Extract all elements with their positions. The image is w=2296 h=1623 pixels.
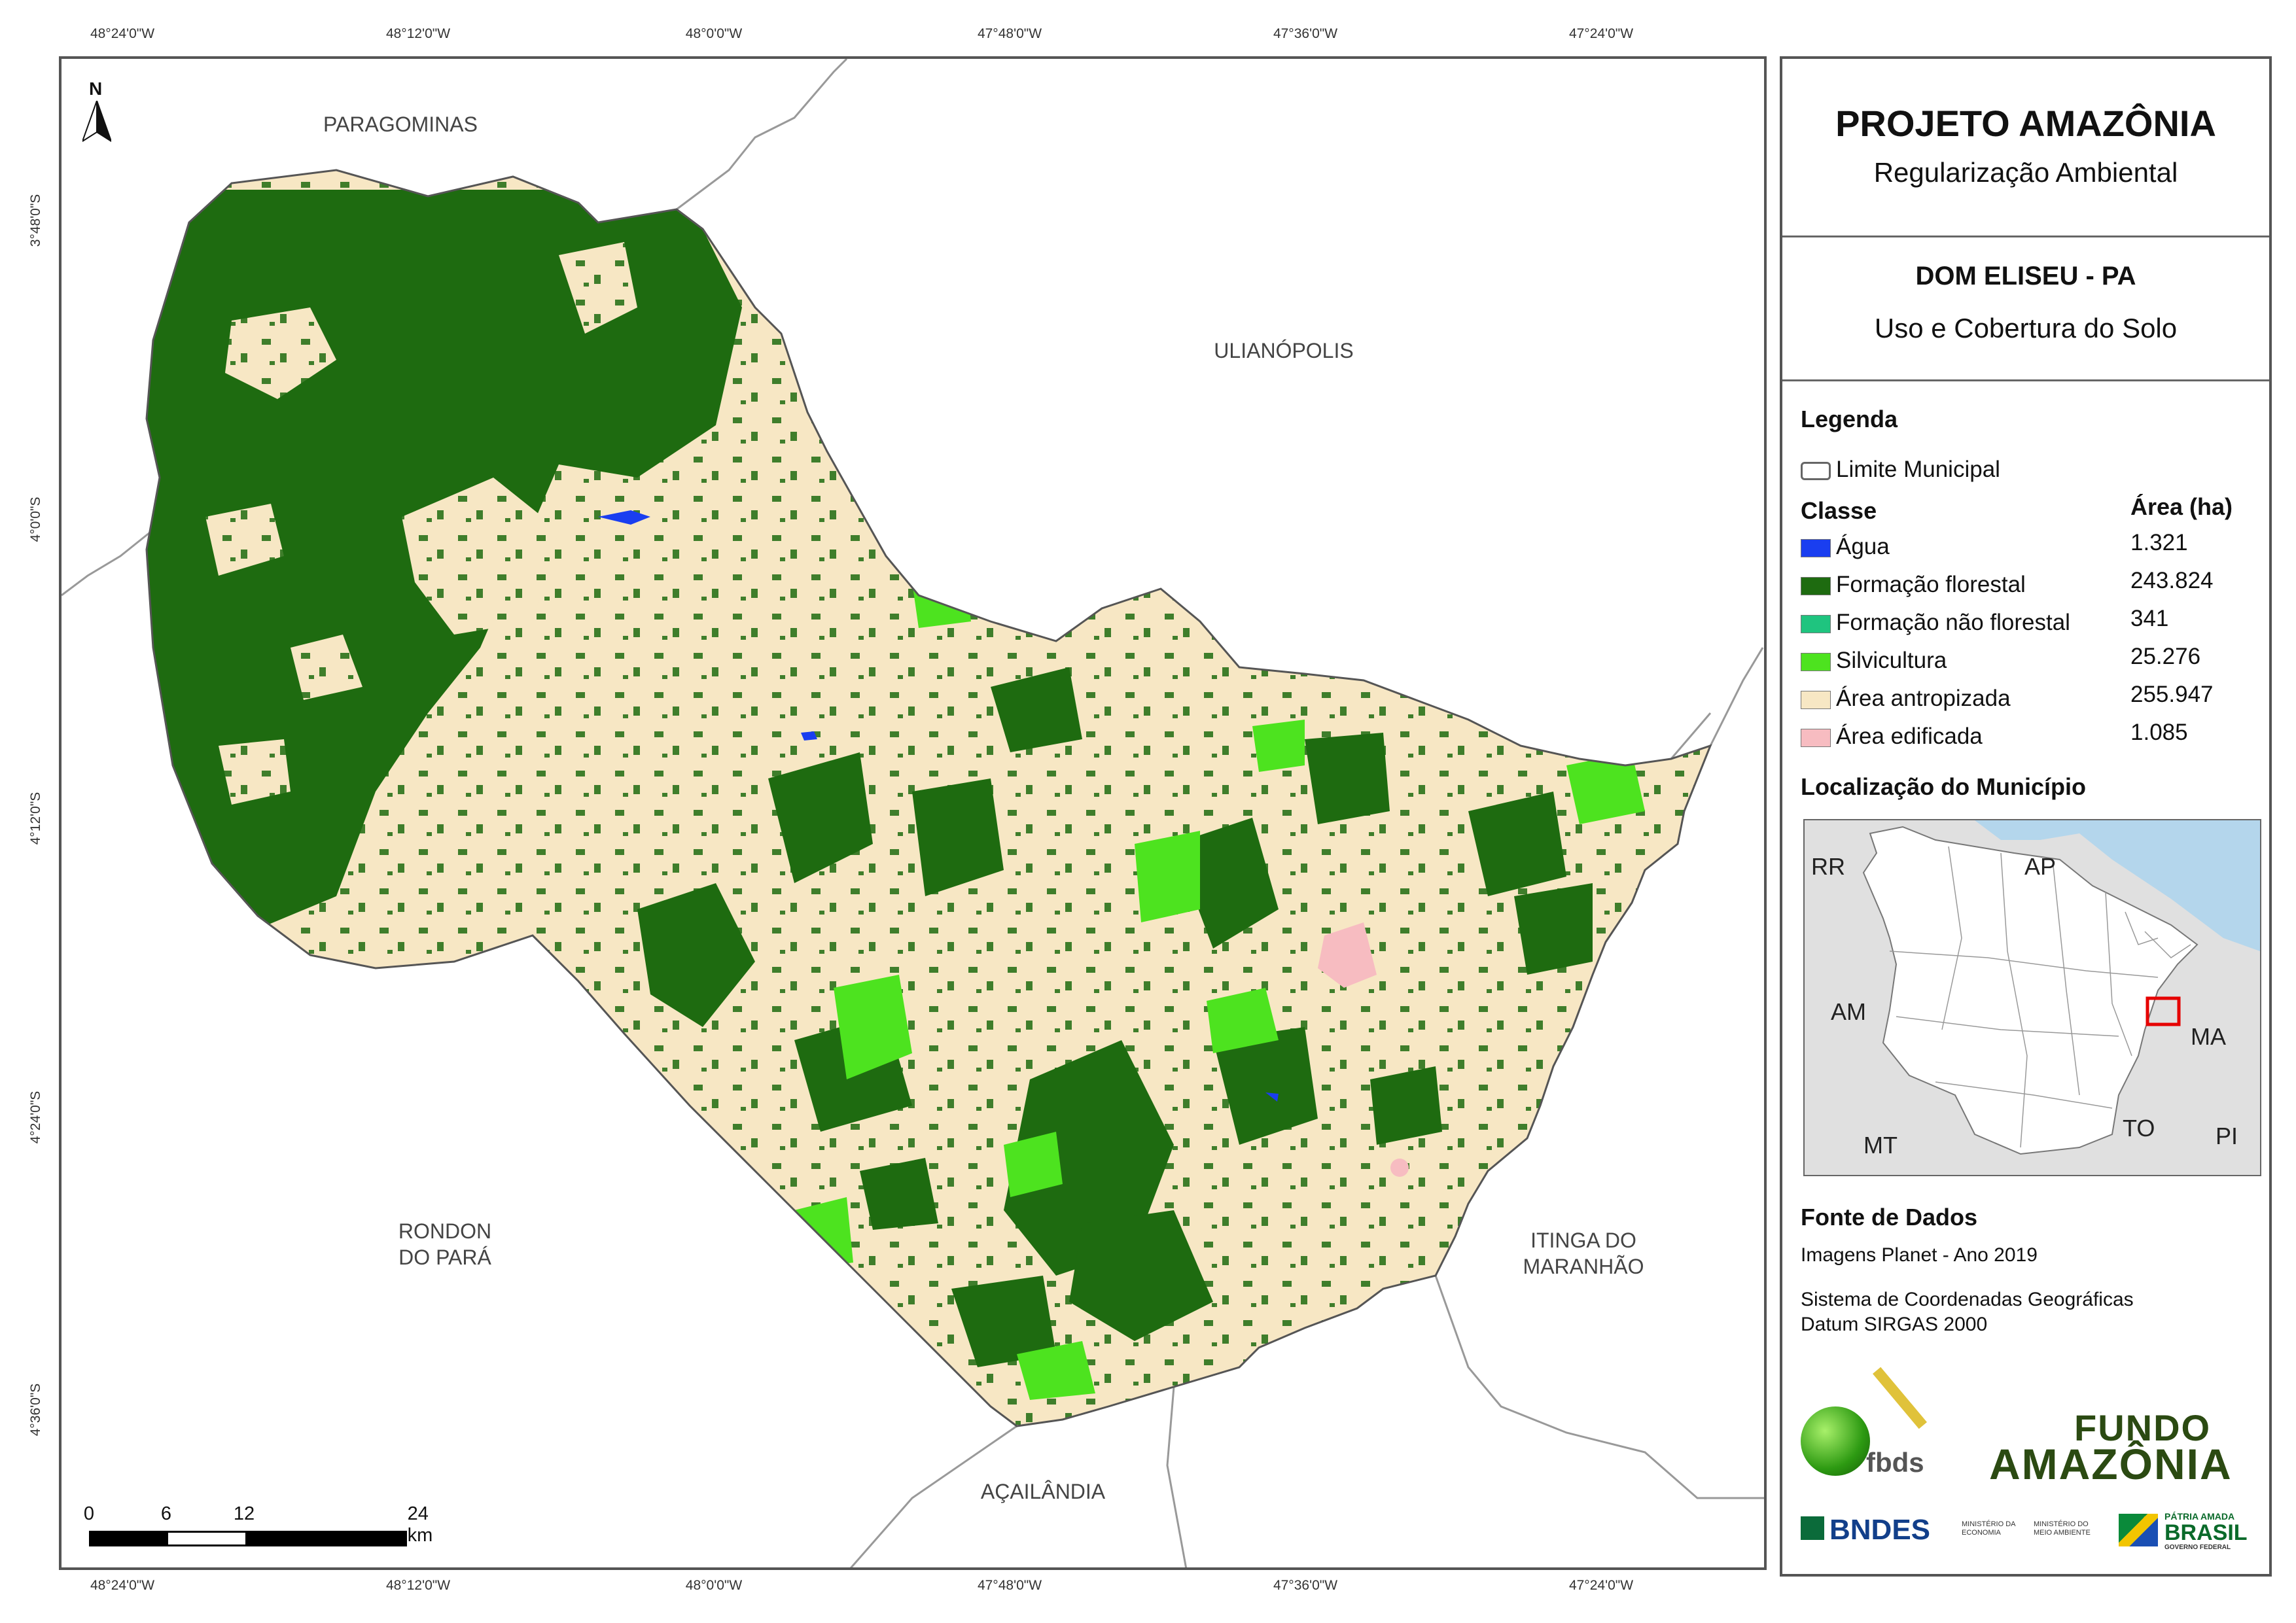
bndes-logo-mark [1801, 1516, 1824, 1540]
north-arrow: N [77, 79, 116, 144]
coord-left-5: 4°36'0"S [28, 1383, 43, 1437]
coord-top-2: 48°12'0"W [385, 26, 451, 41]
location-inset-map: RR AP AM MA MT TO PI [1803, 819, 2261, 1176]
swatch-silvicultura [1801, 653, 1831, 671]
class-label: Silvicultura [1836, 648, 1947, 673]
inset-label-ap: AP [2024, 853, 2057, 880]
inset-label-am: AM [1831, 998, 1866, 1025]
class-area: 255.947 [2130, 682, 2214, 707]
separator [1782, 236, 2269, 237]
coord-bottom-3: 48°0'0"W [685, 1578, 743, 1593]
coord-bottom-2: 48°12'0"W [385, 1578, 451, 1593]
class-label: Formação florestal [1836, 572, 2026, 597]
north-arrow-icon [82, 101, 111, 143]
class-header: Classe [1801, 497, 1877, 524]
class-label: Área antropizada [1836, 686, 2011, 711]
fundo-amazonia-logo: FUNDO AMAZÔNIA [1989, 1406, 2264, 1492]
map-frame[interactable]: N PARAGOMINAS ULIANÓPOLIS RONDON DO PARÁ… [59, 56, 1767, 1570]
swatch-area-edificada [1801, 729, 1831, 747]
project-subtitle: Regularização Ambiental [1873, 157, 2178, 188]
coord-bottom-1: 48°24'0"W [90, 1578, 155, 1593]
swatch-formacao-florestal [1801, 577, 1831, 595]
fundo-logo-line-2: AMAZÔNIA [1989, 1440, 2233, 1488]
scale-label-0: 0 [83, 1503, 95, 1524]
boundary-label: Limite Municipal [1836, 457, 2000, 482]
area-header: Área (ha) [2130, 493, 2233, 520]
coord-left-1: 3°48'0"S [28, 194, 43, 247]
scale-bar-segment-white [168, 1533, 245, 1544]
min-ambiente-logo: MINISTÉRIO DO MEIO AMBIENTE [2034, 1520, 2091, 1537]
fbds-logo-stroke [1873, 1367, 1927, 1429]
inset-label-ma: MA [2191, 1023, 2226, 1050]
swatch-area-antropizada [1801, 691, 1831, 709]
crs-line-2: Datum SIRGAS 2000 [1801, 1314, 1988, 1335]
fbds-logo-text: fbds [1866, 1447, 1924, 1478]
land-cover-map [62, 59, 1764, 1567]
bndes-logo-text: BNDES [1829, 1514, 1931, 1546]
scale-label-12: 12 [233, 1503, 255, 1524]
source-line: Imagens Planet - Ano 2019 [1801, 1244, 2038, 1266]
coord-top-3: 48°0'0"W [685, 26, 743, 41]
coord-top-1: 48°24'0"W [90, 26, 155, 41]
map-theme: Uso e Cobertura do Solo [1874, 313, 2178, 343]
class-label: Água [1836, 534, 1890, 559]
label-ulianopolis: ULIANÓPOLIS [1214, 339, 1354, 362]
brasil-text: BRASIL [2164, 1520, 2248, 1545]
swatch-agua [1801, 539, 1831, 557]
scale-label-6: 6 [160, 1503, 172, 1524]
inset-svg [1805, 820, 2260, 1155]
scale-bar-track [89, 1531, 407, 1546]
inset-label-rr: RR [1811, 853, 1845, 880]
source-title: Fonte de Dados [1801, 1204, 1978, 1230]
legend-panel: PROJETO AMAZÔNIA Regularização Ambiental… [1780, 56, 2272, 1577]
class-area: 243.824 [2130, 568, 2214, 593]
project-title: PROJETO AMAZÔNIA [1835, 103, 2216, 144]
legend-title: Legenda [1801, 406, 1898, 432]
north-label: N [89, 79, 103, 99]
class-area: 1.321 [2130, 530, 2188, 555]
fbds-logo: fbds [1801, 1367, 1945, 1478]
crs-line-1: Sistema de Coordenadas Geográficas [1801, 1289, 2134, 1310]
coord-bottom-4: 47°48'0"W [977, 1578, 1042, 1593]
label-acailandia: AÇAILÂNDIA [980, 1480, 1106, 1503]
patria-amada-text: PÁTRIA AMADA [2164, 1511, 2235, 1522]
class-area: 1.085 [2130, 720, 2188, 745]
neighbor-boundaries [62, 59, 1764, 1567]
inset-label-to: TO [2123, 1115, 2155, 1142]
inset-label-pi: PI [2216, 1123, 2238, 1149]
governo-federal-text: GOVERNO FEDERAL [2164, 1544, 2231, 1551]
separator [1782, 379, 2269, 381]
coord-top-6: 47°24'0"W [1568, 26, 1634, 41]
coord-left-4: 4°24'0"S [28, 1091, 43, 1144]
fbds-logo-sphere [1801, 1406, 1870, 1476]
sponsor-logos: BNDES MINISTÉRIO DA ECONOMIA MINISTÉRIO … [1801, 1511, 2272, 1557]
municipality-title: DOM ELISEU - PA [1915, 262, 2136, 290]
coord-left-2: 4°0'0"S [28, 497, 43, 542]
label-itinga-do-maranhao: ITINGA DO MARANHÃO [1523, 1229, 1644, 1278]
class-area: 25.276 [2130, 644, 2201, 669]
scale-bar: 0 6 12 24 km [83, 1503, 433, 1549]
class-label: Área edificada [1836, 724, 1983, 749]
coord-top-4: 47°48'0"W [977, 26, 1042, 41]
inset-label-mt: MT [1863, 1132, 1898, 1159]
label-paragominas: PARAGOMINAS [323, 113, 478, 136]
coord-bottom-6: 47°24'0"W [1568, 1578, 1634, 1593]
location-title: Localização do Município [1801, 773, 2087, 800]
coord-top-5: 47°36'0"W [1273, 26, 1338, 41]
municipality-land-cover [147, 170, 1710, 1426]
class-label: Formação não florestal [1836, 610, 2070, 635]
min-economia-logo: MINISTÉRIO DA ECONOMIA [1962, 1520, 2016, 1537]
label-rondon-do-para: RONDON DO PARÁ [398, 1219, 492, 1269]
boundary-swatch [1801, 462, 1831, 480]
brasil-flag-icon [2119, 1514, 2158, 1546]
swatch-formacao-nao-florestal [1801, 615, 1831, 633]
coord-left-3: 4°12'0"S [28, 792, 43, 845]
coord-bottom-5: 47°36'0"W [1273, 1578, 1338, 1593]
fundo-logo-line-1: FUNDO [2074, 1407, 2212, 1448]
class-area: 341 [2130, 606, 2169, 631]
scale-label-24: 24 km [407, 1503, 433, 1546]
